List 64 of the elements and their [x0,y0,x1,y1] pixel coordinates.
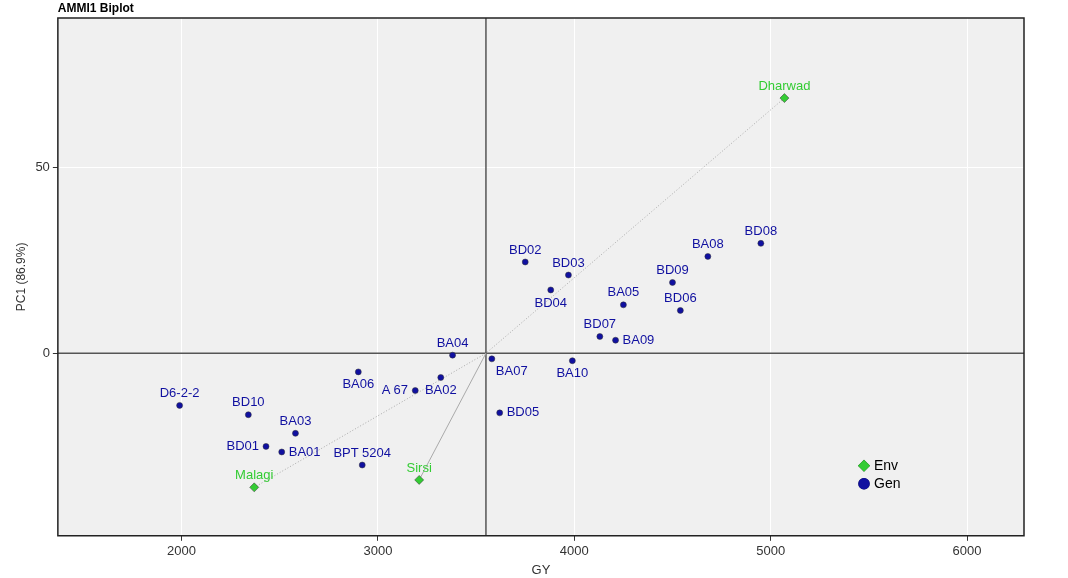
data-label: A 67 [381,382,408,398]
y-axis-title: PC1 (86.9%) [13,242,28,312]
point [596,333,604,340]
point [757,240,765,247]
point [176,402,183,409]
data-label: BPT 5204 [333,444,392,460]
data-label: BD10 [232,394,265,410]
point [449,351,456,359]
data-label: BA02 [424,382,457,398]
data-label: BD04 [534,294,568,310]
data-label: BD05 [506,404,540,420]
point [779,93,790,103]
legend-label: Gen [874,474,901,491]
data-label: BA03 [279,412,312,428]
y-tick-label: 0 [42,344,50,360]
point [414,475,424,485]
legend-label: Env [874,456,899,473]
data-label: BD07 [583,316,617,332]
point [612,336,619,344]
data-label: BA04 [436,334,469,350]
data-label: BA05 [607,284,640,300]
y-tick-label: 50 [35,158,50,174]
point [521,258,529,266]
point [292,430,299,437]
data-label: Malagi [235,466,274,482]
data-label: BA08 [691,235,724,251]
data-label: BA06 [342,376,375,392]
point [547,286,554,294]
data-label: D6-2-2 [159,385,200,400]
point [358,461,366,469]
data-label: BD01 [226,437,260,453]
point [496,409,503,417]
x-tick-label: 6000 [952,543,982,559]
x-tick-label: 4000 [559,543,589,559]
data-label: BD08 [744,222,778,238]
data-label: BD02 [508,241,542,257]
point [704,253,712,260]
data-label: BD09 [656,262,689,278]
point [262,443,270,450]
point [569,357,576,364]
point [488,355,496,363]
point [565,271,572,279]
point [620,301,627,309]
x-axis-title: GY [531,561,551,577]
data-label: BA07 [495,363,528,379]
data-label: Sirsi [406,459,432,475]
data-label: Dharwad [758,77,811,93]
data-label: BD03 [552,254,585,270]
x-tick-label: 2000 [167,543,197,559]
point [677,307,684,314]
data-label: BA09 [622,331,655,347]
x-tick-label: 3000 [363,543,393,559]
data-label: BD06 [664,290,697,305]
point [437,374,445,381]
chart-title: AMMI1 Biplot [57,1,134,16]
point [669,279,676,286]
data-label: BA10 [556,365,589,381]
point [249,482,259,493]
point [355,368,362,376]
point [245,411,252,418]
data-label: BA01 [288,443,321,459]
x-tick-label: 5000 [756,543,786,559]
point [278,448,285,456]
point [412,387,419,394]
